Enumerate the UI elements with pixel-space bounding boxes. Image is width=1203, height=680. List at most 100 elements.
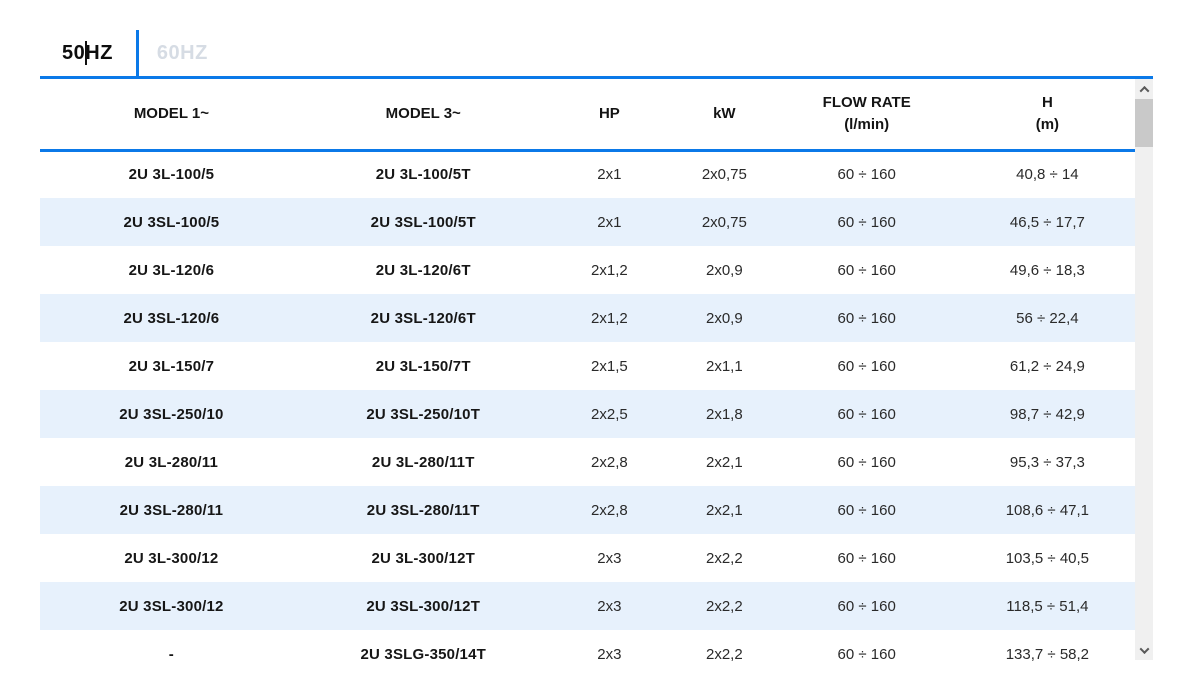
cell-kw: 2x1,8 xyxy=(706,405,743,423)
table-row: 2U 3L-100/5 2U 3L-100/5T 2x1 2x0,75 60 ÷ 160… xyxy=(40,150,1135,198)
cell-hp: 2x3 xyxy=(597,549,622,567)
cell-hp: 2x3 xyxy=(597,645,622,663)
cell-kw: 2x2,1 xyxy=(706,501,743,519)
table-row: 2U 3SL-250/10 2U 3SL-250/10T 2x2,5 2x1,8 60 … xyxy=(40,390,1135,438)
cell-h: 49,6 ÷ 18,3 xyxy=(1009,261,1085,279)
cell-model3: 2U 3SL-250/10T xyxy=(366,405,481,423)
scroll-up-button[interactable] xyxy=(1135,79,1153,99)
cell-flow: 60 ÷ 160 xyxy=(837,166,896,184)
tab-divider xyxy=(135,30,139,76)
cell-model3: 2U 3L-100/5T xyxy=(375,166,471,184)
col-header-model3: MODEL 3~ xyxy=(302,79,544,152)
cell-hp: 2x1,2 xyxy=(591,261,628,279)
cell-hp: 2x2,5 xyxy=(591,405,628,423)
cell-flow: 60 ÷ 160 xyxy=(837,597,896,615)
cell-h: 56 ÷ 22,4 xyxy=(1016,309,1079,327)
cell-model3: 2U 3L-300/12T xyxy=(371,549,475,567)
cell-flow: 60 ÷ 160 xyxy=(837,549,896,567)
cell-flow: 60 ÷ 160 xyxy=(837,501,896,519)
cell-flow: 60 ÷ 160 xyxy=(837,405,896,423)
cell-model1: 2U 3SL-300/12 xyxy=(119,597,224,615)
chevron-up-icon xyxy=(1139,85,1149,96)
col-header-flowrate: FLOW RATE (l/min) xyxy=(773,79,960,152)
text-caret xyxy=(85,41,87,65)
cell-kw: 2x2,2 xyxy=(706,549,743,567)
cell-hp: 2x1 xyxy=(597,213,622,231)
cell-kw: 2x0,9 xyxy=(706,261,743,279)
table-row: 2U 3SL-120/6 2U 3SL-120/6T 2x1,2 2x0,9 60 ÷ … xyxy=(40,294,1135,342)
cell-model3: 2U 3L-150/7T xyxy=(375,357,471,375)
cell-model1: 2U 3L-300/12 xyxy=(124,549,219,567)
cell-model3: 2U 3SL-300/12T xyxy=(366,597,481,615)
table-body: 2U 3L-100/5 2U 3L-100/5T 2x1 2x0,75 60 ÷ 160… xyxy=(40,150,1135,663)
cell-h: 95,3 ÷ 37,3 xyxy=(1009,453,1085,471)
cell-hp: 2x1,2 xyxy=(591,309,628,327)
cell-model3: 2U 3SL-120/6T xyxy=(370,309,476,327)
cell-hp: 2x2,8 xyxy=(591,501,628,519)
table-row: - 2U 3SLG-350/14T 2x3 2x2,2 60 ÷ 160 133,7 ÷ … xyxy=(40,630,1135,663)
table-row: 2U 3SL-300/12 2U 3SL-300/12T 2x3 2x2,2 60 ÷ … xyxy=(40,582,1135,630)
cell-model1: 2U 3SL-120/6 xyxy=(123,309,220,327)
cell-h: 108,6 ÷ 47,1 xyxy=(1005,501,1090,519)
col-header-head: H (m) xyxy=(959,79,1135,152)
cell-flow: 60 ÷ 160 xyxy=(837,261,896,279)
cell-flow: 60 ÷ 160 xyxy=(837,357,896,375)
cell-hp: 2x1 xyxy=(597,166,622,184)
cell-flow: 60 ÷ 160 xyxy=(837,453,896,471)
scroll-down-button[interactable] xyxy=(1135,640,1153,660)
scrollbar-thumb[interactable] xyxy=(1135,99,1153,147)
cell-model3: 2U 3SL-100/5T xyxy=(370,213,476,231)
cell-h: 103,5 ÷ 40,5 xyxy=(1005,549,1090,567)
table-row: 2U 3SL-100/5 2U 3SL-100/5T 2x1 2x0,75 60 ÷ 1… xyxy=(40,198,1135,246)
cell-kw: 2x0,75 xyxy=(701,166,747,184)
cell-h: 118,5 ÷ 51,4 xyxy=(1006,597,1089,615)
chevron-down-icon xyxy=(1139,643,1149,654)
cell-flow: 60 ÷ 160 xyxy=(837,213,896,231)
cell-h: 40,8 ÷ 14 xyxy=(1016,166,1079,184)
cell-model1: 2U 3L-280/11 xyxy=(124,453,219,471)
cell-flow: 60 ÷ 160 xyxy=(837,645,896,663)
cell-h: 61,2 ÷ 24,9 xyxy=(1009,357,1085,375)
table-header: MODEL 1~ MODEL 3~ HP kW FLOW RATE (l/min)… xyxy=(40,79,1135,152)
cell-hp: 2x1,5 xyxy=(591,357,628,375)
cell-model3: 2U 3SLG-350/14T xyxy=(360,645,487,663)
cell-model1: 2U 3L-100/5 xyxy=(128,166,215,184)
cell-kw: 2x2,2 xyxy=(706,645,743,663)
cell-model1: 2U 3SL-280/11 xyxy=(119,501,224,519)
cell-h: 46,5 ÷ 17,7 xyxy=(1009,213,1085,231)
pump-table-area: MODEL 1~ MODEL 3~ HP kW FLOW RATE (l/min)… xyxy=(40,79,1153,663)
cell-kw: 2x2,2 xyxy=(706,597,743,615)
table-row: 2U 3L-150/7 2U 3L-150/7T 2x1,5 2x1,1 60 ÷ 16… xyxy=(40,342,1135,390)
cell-flow: 60 ÷ 160 xyxy=(837,309,896,327)
cell-model1: - xyxy=(168,645,174,663)
tab-60hz[interactable]: 60HZ xyxy=(139,30,208,76)
table-row: 2U 3L-300/12 2U 3L-300/12T 2x3 2x2,2 60 ÷ 16… xyxy=(40,534,1135,582)
cell-model3: 2U 3L-280/11T xyxy=(371,453,475,471)
cell-kw: 2x0,75 xyxy=(701,213,747,231)
cell-hp: 2x3 xyxy=(597,597,622,615)
col-header-model1: MODEL 1~ xyxy=(40,79,303,152)
cell-hp: 2x2,8 xyxy=(591,453,628,471)
frequency-tabbar: 50HZ 60HZ xyxy=(40,30,1153,79)
cell-model1: 2U 3SL-250/10 xyxy=(119,405,224,423)
table-row: 2U 3L-120/6 2U 3L-120/6T 2x1,2 2x0,9 60 ÷ 16… xyxy=(40,246,1135,294)
tab-60hz-label: 60HZ xyxy=(156,41,208,64)
cell-h: 98,7 ÷ 42,9 xyxy=(1009,405,1085,423)
tab-50hz-label: 50HZ xyxy=(62,41,113,64)
vertical-scrollbar[interactable] xyxy=(1135,79,1153,660)
cell-model3: 2U 3SL-280/11T xyxy=(366,501,480,519)
cell-model3: 2U 3L-120/6T xyxy=(375,261,471,279)
col-header-kw: kW xyxy=(675,79,774,152)
cell-kw: 2x0,9 xyxy=(706,309,743,327)
cell-model1: 2U 3L-150/7 xyxy=(128,357,215,375)
pump-spec-table: MODEL 1~ MODEL 3~ HP kW FLOW RATE (l/min)… xyxy=(40,79,1135,663)
table-row: 2U 3L-280/11 2U 3L-280/11T 2x2,8 2x2,1 60 ÷ … xyxy=(40,438,1135,486)
table-row: 2U 3SL-280/11 2U 3SL-280/11T 2x2,8 2x2,1 60 … xyxy=(40,486,1135,534)
tab-50hz[interactable]: 50HZ xyxy=(40,30,136,76)
cell-h: 133,7 ÷ 58,2 xyxy=(1005,645,1090,663)
cell-model1: 2U 3SL-100/5 xyxy=(123,213,220,231)
cell-kw: 2x1,1 xyxy=(706,357,743,375)
col-header-hp: HP xyxy=(543,79,676,152)
cell-model1: 2U 3L-120/6 xyxy=(128,261,215,279)
table-viewport[interactable]: MODEL 1~ MODEL 3~ HP kW FLOW RATE (l/min)… xyxy=(40,79,1135,663)
